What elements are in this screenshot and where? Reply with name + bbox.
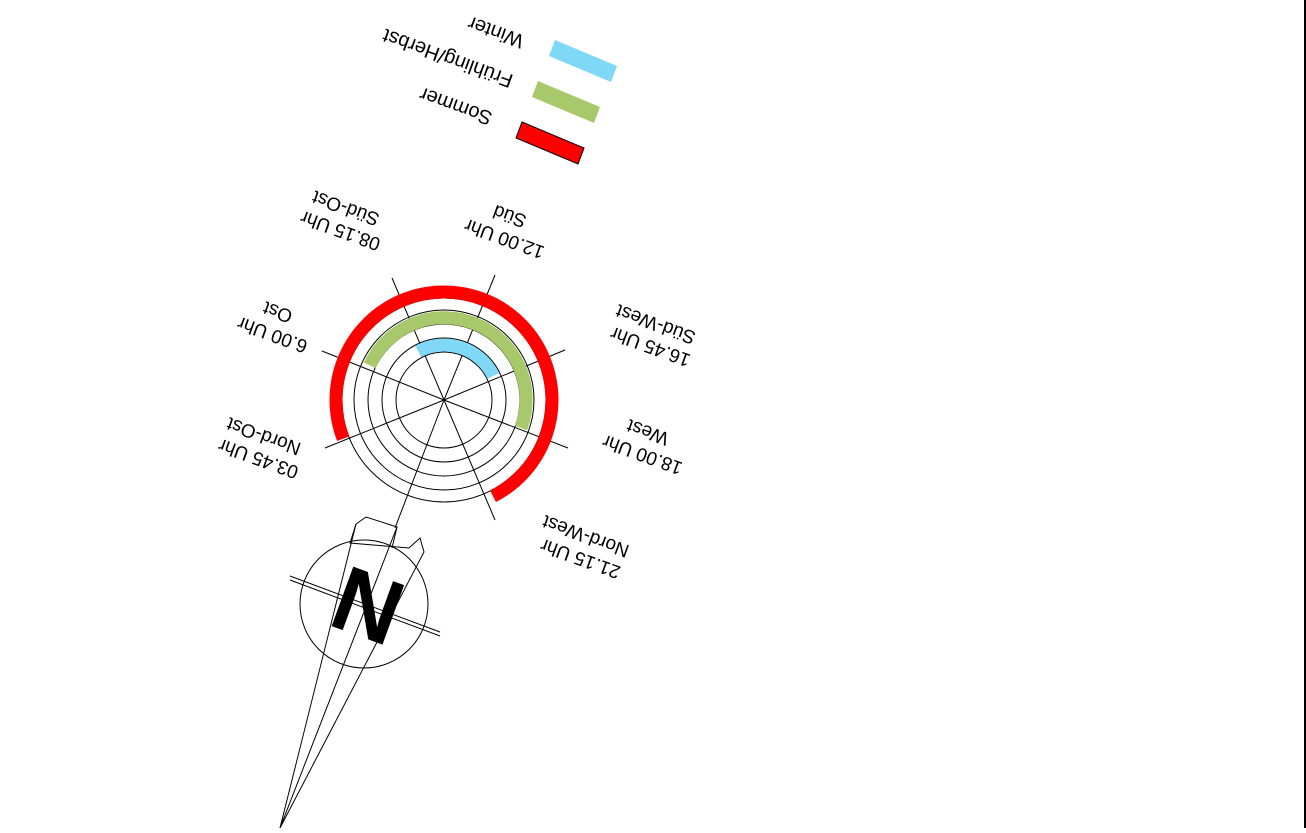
north-label: N: [319, 546, 416, 665]
label-suedwest: 16.45 Uhr Süd-West: [603, 299, 701, 371]
spoke-nord: [394, 399, 445, 529]
label-nordost: 03.45 Uhr Nord-Ost: [211, 411, 309, 483]
north-arrow-edge: [279, 523, 357, 829]
summer-arc: [329, 285, 559, 502]
legend-label-winter: Winter: [465, 11, 527, 52]
north-circle: [299, 539, 429, 669]
north-arrow-needle: [279, 516, 425, 829]
north-crossbar-1: [289, 575, 441, 633]
label-suedost: 08.15 Uhr Süd-Ost: [293, 183, 391, 255]
label-nordwest: 21.15 Uhr Nord-West: [531, 510, 632, 583]
ring-1: [395, 351, 493, 449]
label-sued: 12.00 Uhr Süd: [457, 191, 555, 263]
legend-swatch-spring-autumn: [532, 81, 600, 123]
spring-autumn-arc: [363, 311, 533, 431]
winter-arc: [415, 338, 500, 379]
frame-border: [1304, 0, 1306, 828]
north-arrow-stem: [391, 526, 398, 549]
label-ost: 6.00 Uhr Ost: [230, 288, 318, 356]
label-west: 18.00 Uhr West: [595, 407, 693, 479]
legend-swatch-winter: [549, 40, 617, 82]
legend: Winter Frühling/Herbst Sommer: [380, 11, 617, 165]
north-crossbar-2: [289, 579, 441, 637]
spoke-nordwest: [443, 399, 496, 521]
legend-label-summer: Sommer: [416, 82, 495, 129]
legend-swatch-summer: [515, 121, 585, 165]
north-arrow: [279, 516, 441, 829]
spoke-nordost: [324, 399, 445, 449]
direction-labels: 03.45 Uhr Nord-Ost 6.00 Uhr Ost 08.15 Uh…: [211, 183, 701, 583]
ring-2: [381, 337, 507, 463]
ring-4: [353, 309, 535, 491]
